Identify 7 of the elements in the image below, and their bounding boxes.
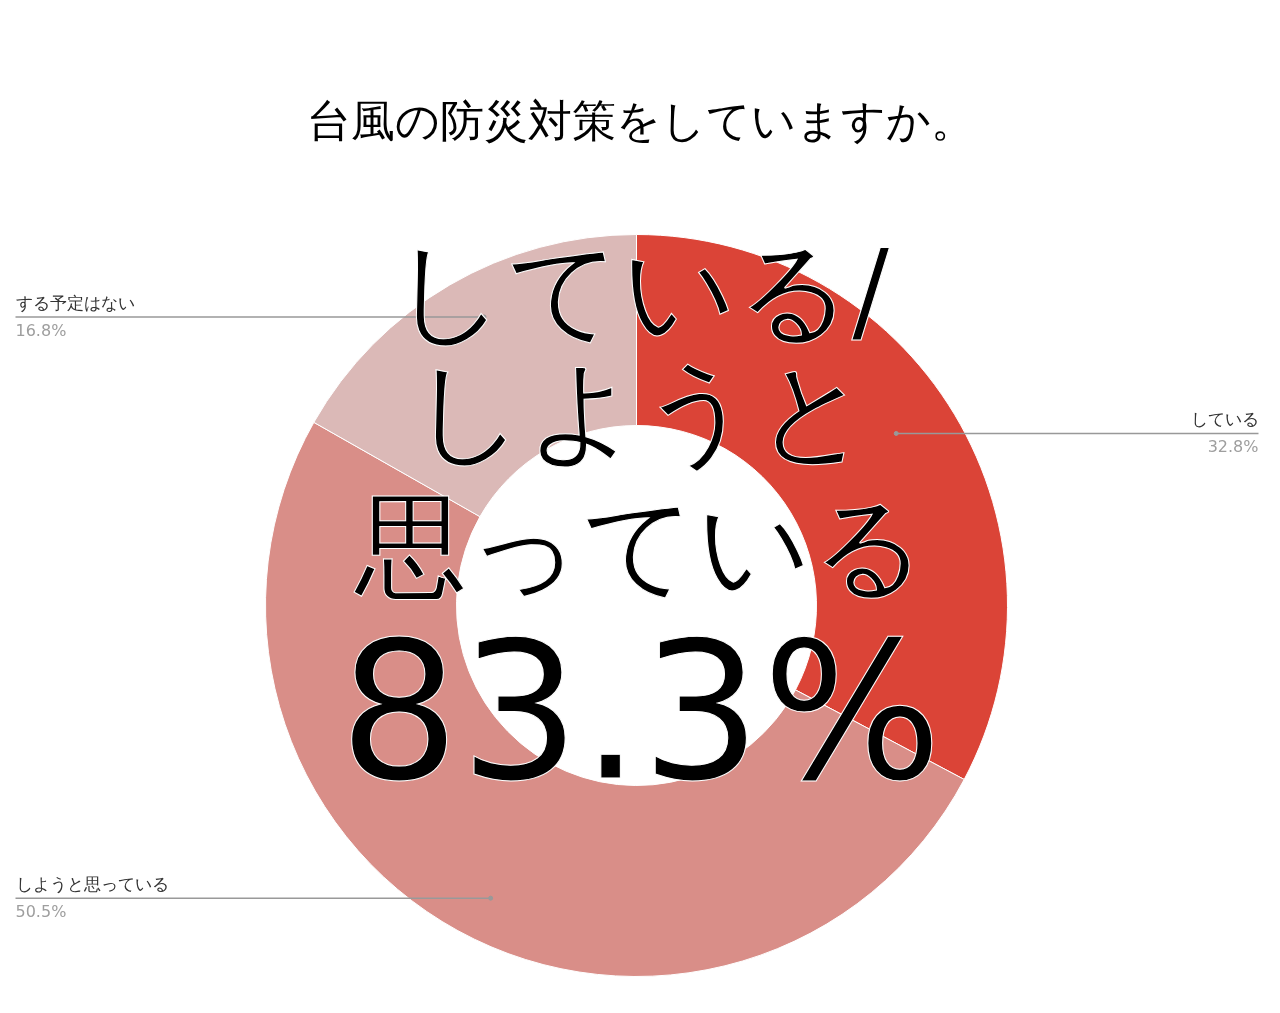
data-label: 32.8% — [1207, 437, 1259, 457]
chart-title: 台風の防災対策をしていますか。 — [306, 95, 975, 146]
slice-label: する予定はない — [15, 292, 135, 313]
slice-label: している — [1190, 409, 1259, 430]
data-label: 50.5% — [15, 902, 67, 922]
data-label: 16.8% — [15, 320, 67, 340]
slice-label: しようと思っている — [15, 874, 169, 895]
